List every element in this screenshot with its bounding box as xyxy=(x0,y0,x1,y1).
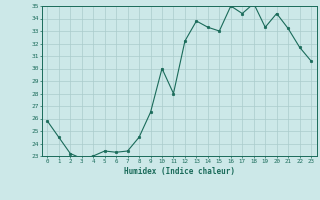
X-axis label: Humidex (Indice chaleur): Humidex (Indice chaleur) xyxy=(124,167,235,176)
